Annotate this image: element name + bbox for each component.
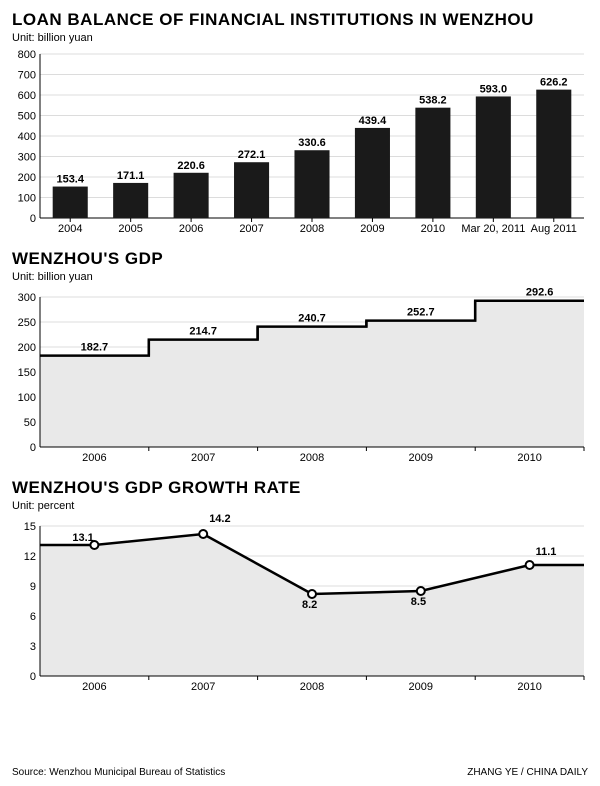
svg-text:252.7: 252.7 — [407, 307, 435, 319]
svg-text:626.2: 626.2 — [540, 77, 568, 89]
svg-text:214.7: 214.7 — [189, 326, 217, 338]
svg-text:182.7: 182.7 — [81, 342, 109, 354]
svg-text:9: 9 — [30, 581, 36, 593]
svg-text:2009: 2009 — [360, 223, 384, 235]
svg-text:2009: 2009 — [409, 681, 433, 693]
svg-text:100: 100 — [18, 193, 36, 205]
svg-text:153.4: 153.4 — [56, 174, 84, 186]
svg-text:11.1: 11.1 — [536, 546, 557, 558]
svg-text:171.1: 171.1 — [117, 170, 145, 182]
svg-text:2007: 2007 — [191, 452, 215, 464]
chart-title: LOAN BALANCE OF FINANCIAL INSTITUTIONS I… — [12, 10, 588, 30]
chart-title: WENZHOU'S GDP — [12, 249, 588, 269]
chart-unit: Unit: percent — [12, 500, 588, 512]
svg-text:2009: 2009 — [409, 452, 433, 464]
svg-text:12: 12 — [24, 551, 36, 563]
svg-text:300: 300 — [18, 292, 36, 304]
gdp-chart: WENZHOU'S GDP Unit: billion yuan 0 50 100 1… — [12, 249, 588, 470]
svg-text:0: 0 — [30, 671, 36, 683]
svg-text:2010: 2010 — [517, 452, 541, 464]
svg-text:50: 50 — [24, 417, 36, 429]
svg-text:2004: 2004 — [58, 223, 82, 235]
svg-text:2008: 2008 — [300, 223, 324, 235]
svg-text:593.0: 593.0 — [480, 83, 508, 95]
svg-text:Aug 2011: Aug 2011 — [531, 223, 577, 235]
svg-text:200: 200 — [18, 342, 36, 354]
svg-text:15: 15 — [24, 521, 36, 533]
svg-text:6: 6 — [30, 611, 36, 623]
svg-text:2007: 2007 — [191, 681, 215, 693]
source-text: Source: Wenzhou Municipal Bureau of Stat… — [12, 767, 225, 778]
chart-unit: Unit: billion yuan — [12, 32, 588, 44]
svg-text:2006: 2006 — [82, 452, 106, 464]
svg-text:700: 700 — [18, 70, 36, 82]
chart-unit: Unit: billion yuan — [12, 271, 588, 283]
chart-title: WENZHOU'S GDP GROWTH RATE — [12, 478, 588, 498]
svg-text:14.2: 14.2 — [209, 514, 230, 525]
svg-text:2008: 2008 — [300, 452, 324, 464]
svg-text:8.2: 8.2 — [302, 599, 317, 611]
svg-text:2007: 2007 — [239, 223, 263, 235]
svg-text:400: 400 — [18, 131, 36, 143]
svg-text:300: 300 — [18, 152, 36, 164]
loan-balance-chart: LOAN BALANCE OF FINANCIAL INSTITUTIONS I… — [12, 10, 588, 241]
svg-text:150: 150 — [18, 367, 36, 379]
svg-text:800: 800 — [18, 49, 36, 61]
svg-text:220.6: 220.6 — [177, 160, 205, 172]
svg-text:2006: 2006 — [82, 681, 106, 693]
svg-text:2005: 2005 — [118, 223, 142, 235]
svg-text:240.7: 240.7 — [298, 313, 326, 325]
svg-text:272.1: 272.1 — [238, 149, 266, 161]
svg-text:0: 0 — [30, 442, 36, 454]
gdp-growth-chart: WENZHOU'S GDP GROWTH RATE Unit: percent … — [12, 478, 588, 699]
svg-text:3: 3 — [30, 641, 36, 653]
bar-chart-plot: 0 100 200 300 400 500 600 700 800 153.4 2004 171.1 2… — [12, 46, 588, 241]
credit-text: ZHANG YE / CHINA DAILY — [467, 767, 588, 778]
svg-text:200: 200 — [18, 172, 36, 184]
svg-text:292.6: 292.6 — [526, 287, 554, 299]
step-area-plot: 0 50 100 150 200 250 300 182.7 2006 214.7 2007 240.… — [12, 285, 588, 470]
svg-text:538.2: 538.2 — [419, 95, 447, 107]
svg-text:2006: 2006 — [179, 223, 203, 235]
svg-text:330.6: 330.6 — [298, 137, 326, 149]
svg-text:100: 100 — [18, 392, 36, 404]
svg-text:439.4: 439.4 — [359, 115, 387, 127]
svg-text:13.1: 13.1 — [72, 532, 93, 544]
svg-text:600: 600 — [18, 90, 36, 102]
svg-text:2010: 2010 — [517, 681, 541, 693]
line-area-plot: 0 3 6 9 12 15 13.1 2006 14.2 2007 8.2 2008 8.5 2009 11… — [12, 514, 588, 699]
svg-text:500: 500 — [18, 111, 36, 123]
svg-text:2010: 2010 — [421, 223, 445, 235]
svg-text:Mar 20, 2011: Mar 20, 2011 — [461, 223, 525, 235]
svg-text:2008: 2008 — [300, 681, 324, 693]
svg-text:8.5: 8.5 — [411, 596, 426, 608]
svg-text:0: 0 — [30, 213, 36, 225]
svg-text:250: 250 — [18, 317, 36, 329]
footer: Source: Wenzhou Municipal Bureau of Stat… — [12, 767, 588, 778]
